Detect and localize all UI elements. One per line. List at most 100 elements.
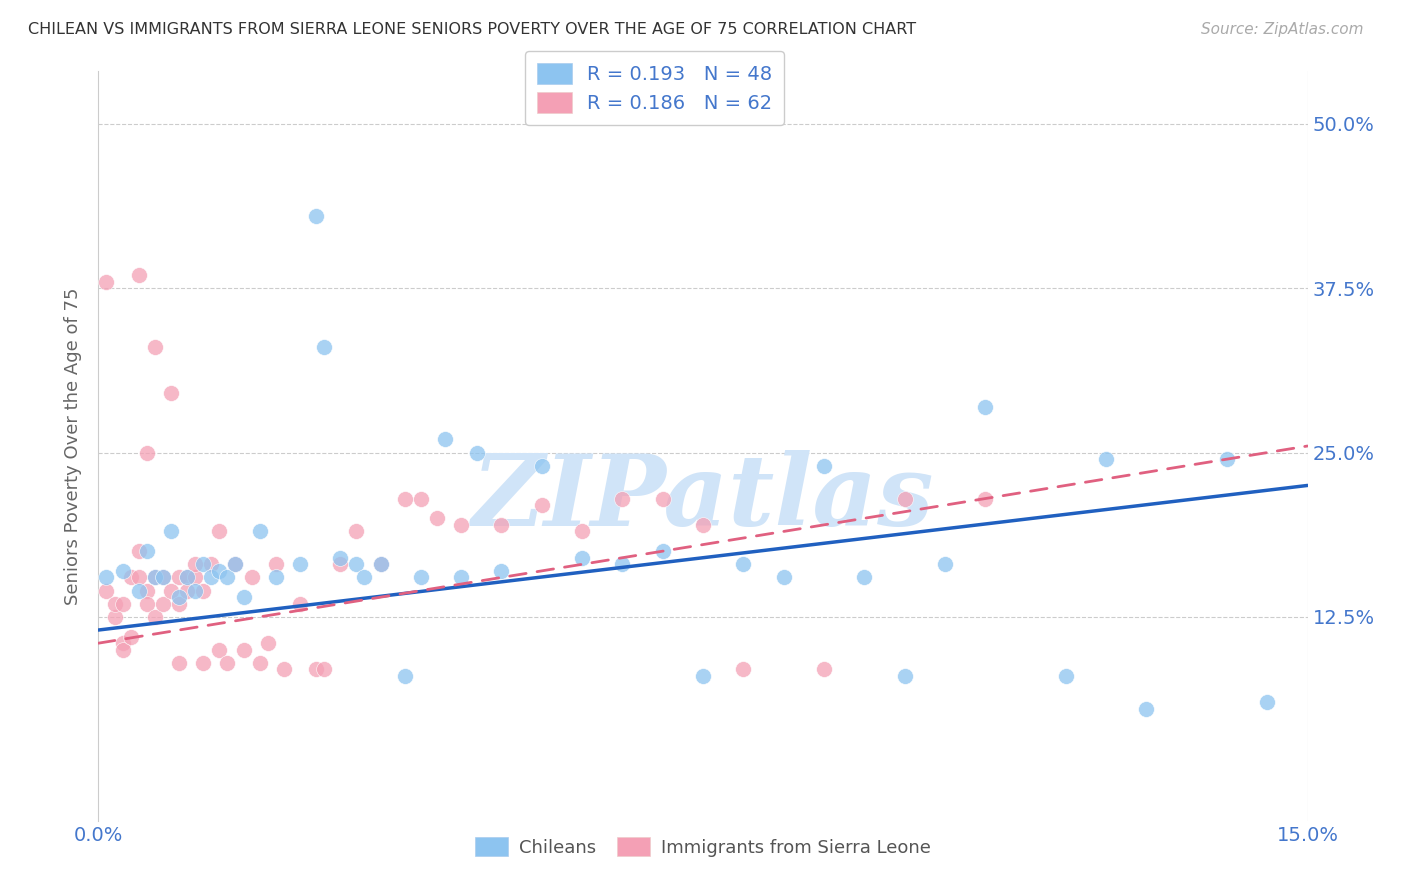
Point	[111, 564, 134, 578]
Point	[217, 570, 239, 584]
Point	[530, 498, 553, 512]
Point	[273, 663, 295, 677]
Point	[143, 570, 166, 584]
Point	[111, 636, 134, 650]
Point	[120, 630, 142, 644]
Point	[184, 570, 207, 584]
Point	[1135, 702, 1157, 716]
Legend: Chileans, Immigrants from Sierra Leone: Chileans, Immigrants from Sierra Leone	[468, 830, 938, 864]
Point	[152, 570, 174, 584]
Point	[612, 491, 634, 506]
Y-axis label: Seniors Poverty Over the Age of 75: Seniors Poverty Over the Age of 75	[63, 287, 82, 605]
Point	[370, 558, 392, 572]
Point	[426, 511, 449, 525]
Point	[224, 558, 246, 572]
Point	[450, 517, 472, 532]
Point	[103, 597, 125, 611]
Text: Source: ZipAtlas.com: Source: ZipAtlas.com	[1201, 22, 1364, 37]
Point	[96, 583, 118, 598]
Point	[120, 570, 142, 584]
Point	[143, 340, 166, 354]
Point	[329, 558, 352, 572]
Point	[249, 524, 271, 539]
Point	[974, 491, 997, 506]
Point	[305, 209, 328, 223]
Point	[256, 636, 278, 650]
Point	[128, 570, 150, 584]
Point	[232, 590, 254, 604]
Point	[394, 669, 416, 683]
Point	[571, 524, 593, 539]
Point	[217, 656, 239, 670]
Point	[167, 597, 190, 611]
Point	[530, 458, 553, 473]
Point	[135, 445, 157, 459]
Point	[152, 570, 174, 584]
Point	[733, 663, 755, 677]
Point	[370, 558, 392, 572]
Point	[167, 570, 190, 584]
Point	[813, 458, 835, 473]
Text: CHILEAN VS IMMIGRANTS FROM SIERRA LEONE SENIORS POVERTY OVER THE AGE OF 75 CORRE: CHILEAN VS IMMIGRANTS FROM SIERRA LEONE …	[28, 22, 917, 37]
Point	[143, 570, 166, 584]
Point	[692, 517, 714, 532]
Point	[305, 663, 328, 677]
Point	[208, 564, 231, 578]
Point	[176, 583, 198, 598]
Point	[193, 656, 215, 670]
Point	[314, 663, 336, 677]
Point	[450, 570, 472, 584]
Point	[264, 570, 287, 584]
Point	[143, 610, 166, 624]
Point	[465, 445, 488, 459]
Point	[193, 583, 215, 598]
Point	[1256, 695, 1278, 709]
Point	[111, 597, 134, 611]
Point	[314, 340, 336, 354]
Point	[152, 597, 174, 611]
Point	[208, 642, 231, 657]
Point	[167, 656, 190, 670]
Point	[160, 524, 183, 539]
Point	[240, 570, 263, 584]
Point	[409, 570, 432, 584]
Point	[264, 558, 287, 572]
Text: ZIPatlas: ZIPatlas	[472, 450, 934, 547]
Point	[329, 550, 352, 565]
Point	[893, 491, 915, 506]
Point	[288, 597, 311, 611]
Point	[96, 275, 118, 289]
Point	[249, 656, 271, 670]
Point	[692, 669, 714, 683]
Point	[128, 544, 150, 558]
Point	[394, 491, 416, 506]
Point	[934, 558, 956, 572]
Point	[853, 570, 876, 584]
Point	[111, 642, 134, 657]
Point	[200, 558, 222, 572]
Point	[128, 583, 150, 598]
Point	[651, 491, 673, 506]
Point	[409, 491, 432, 506]
Point	[1216, 452, 1239, 467]
Point	[103, 610, 125, 624]
Point	[128, 268, 150, 282]
Point	[224, 558, 246, 572]
Point	[344, 558, 367, 572]
Point	[772, 570, 794, 584]
Point	[893, 669, 915, 683]
Point	[491, 517, 513, 532]
Point	[651, 544, 673, 558]
Point	[167, 590, 190, 604]
Point	[571, 550, 593, 565]
Point	[733, 558, 755, 572]
Point	[813, 663, 835, 677]
Point	[184, 558, 207, 572]
Point	[160, 386, 183, 401]
Point	[184, 583, 207, 598]
Point	[612, 558, 634, 572]
Point	[176, 570, 198, 584]
Point	[96, 570, 118, 584]
Point	[491, 564, 513, 578]
Point	[1095, 452, 1118, 467]
